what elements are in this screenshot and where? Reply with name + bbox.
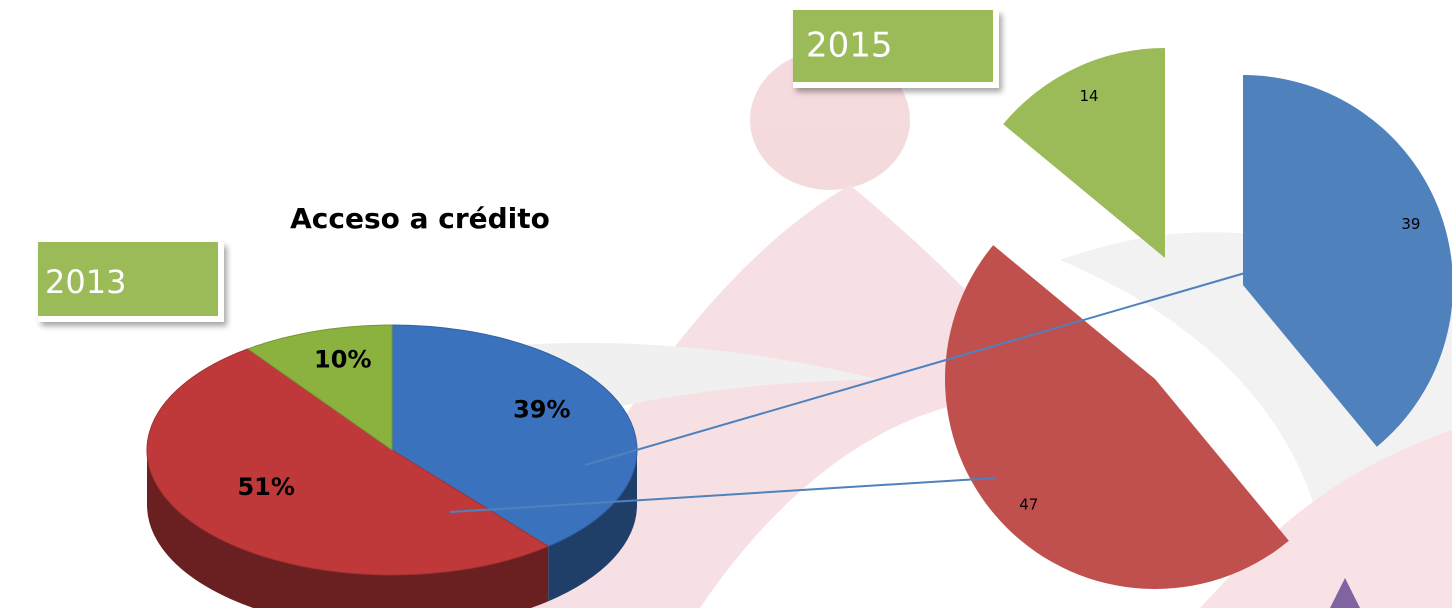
year-label: 2013 xyxy=(45,263,126,301)
data-label: 47 xyxy=(1019,496,1038,514)
chart-title: Acceso a crédito xyxy=(290,202,550,235)
data-label: 51% xyxy=(237,473,294,501)
year-label: 2015 xyxy=(806,26,893,66)
data-label: 39% xyxy=(513,395,570,423)
data-label: 10% xyxy=(314,346,371,374)
data-label: 14 xyxy=(1079,87,1098,105)
year-box: 2013 xyxy=(38,242,224,322)
slice xyxy=(1003,48,1165,258)
slide: Acceso a crédito 2013 2015 39% 51% 10% 39 47… xyxy=(0,0,1452,608)
data-label: 39 xyxy=(1401,215,1420,233)
year-box: 2015 xyxy=(793,10,999,88)
